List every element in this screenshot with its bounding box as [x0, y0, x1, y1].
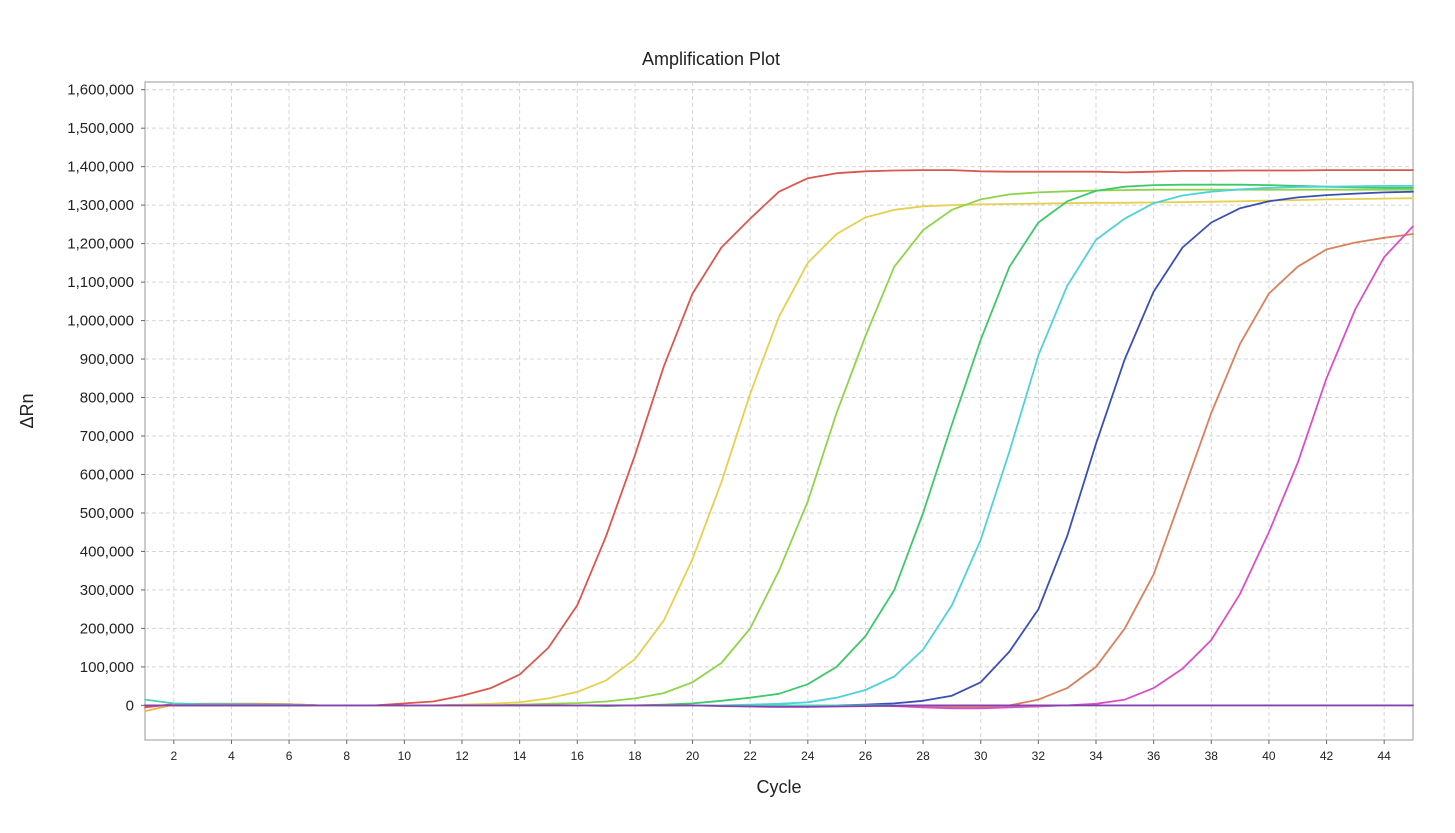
- x-tick-label: 30: [974, 749, 988, 763]
- x-tick-label: 10: [398, 749, 412, 763]
- grid-lines: [145, 82, 1413, 740]
- x-tick-label: 24: [801, 749, 815, 763]
- y-tick-label: 900,000: [80, 351, 134, 368]
- x-tick-label: 22: [744, 749, 758, 763]
- y-tick-label: 1,200,000: [67, 236, 134, 253]
- y-tick-label: 1,000,000: [67, 313, 134, 330]
- y-tick-label: 0: [126, 697, 134, 714]
- y-tick-label: 700,000: [80, 428, 134, 445]
- x-tick-label: 20: [686, 749, 700, 763]
- x-tick-label: 44: [1378, 749, 1392, 763]
- y-tick-label: 1,500,000: [67, 120, 134, 137]
- y-tick-label: 200,000: [80, 620, 134, 637]
- series-line-11: [144, 704, 1414, 708]
- x-tick-label: 26: [859, 749, 873, 763]
- plot-frame: [144, 81, 1414, 741]
- y-tick-label: 1,300,000: [67, 197, 134, 214]
- x-tick-label: 12: [455, 749, 469, 763]
- x-tick-label: 8: [343, 749, 350, 763]
- y-tick-label: 600,000: [80, 466, 134, 483]
- y-tick-label: 1,600,000: [67, 82, 134, 99]
- x-tick-label: 6: [286, 749, 293, 763]
- y-tick-label: 400,000: [80, 543, 134, 560]
- x-tick-label: 14: [513, 749, 527, 763]
- x-tick-label: 40: [1262, 749, 1276, 763]
- x-tick-label: 38: [1205, 749, 1219, 763]
- x-axis-label: Cycle: [756, 777, 801, 797]
- y-axis-ticks: 0 100,000 200,000 300,000 400,000 500,000 600,…: [67, 82, 145, 714]
- x-tick-label: 18: [628, 749, 642, 763]
- x-tick-label: 42: [1320, 749, 1334, 763]
- x-tick-label: 28: [916, 749, 930, 763]
- y-tick-label: 1,400,000: [67, 159, 134, 176]
- x-tick-label: 34: [1089, 749, 1103, 763]
- x-axis-ticks: 2 4 6 8 10 12 14 16 18 20 22 24 26 28 30 32 34 36 38 40 42 44: [170, 740, 1391, 763]
- x-tick-label: 16: [571, 749, 585, 763]
- series-lines: [144, 169, 1414, 712]
- y-tick-label: 300,000: [80, 582, 134, 599]
- x-tick-label: 32: [1032, 749, 1046, 763]
- y-tick-label: 100,000: [80, 659, 134, 676]
- y-axis-label: ΔRn: [17, 393, 37, 428]
- x-tick-label: 2: [170, 749, 177, 763]
- y-tick-label: 500,000: [80, 505, 134, 522]
- x-tick-label: 4: [228, 749, 235, 763]
- chart-title: Amplification Plot: [642, 49, 780, 69]
- y-tick-label: 1,100,000: [67, 274, 134, 291]
- y-tick-label: 800,000: [80, 390, 134, 407]
- x-tick-label: 36: [1147, 749, 1161, 763]
